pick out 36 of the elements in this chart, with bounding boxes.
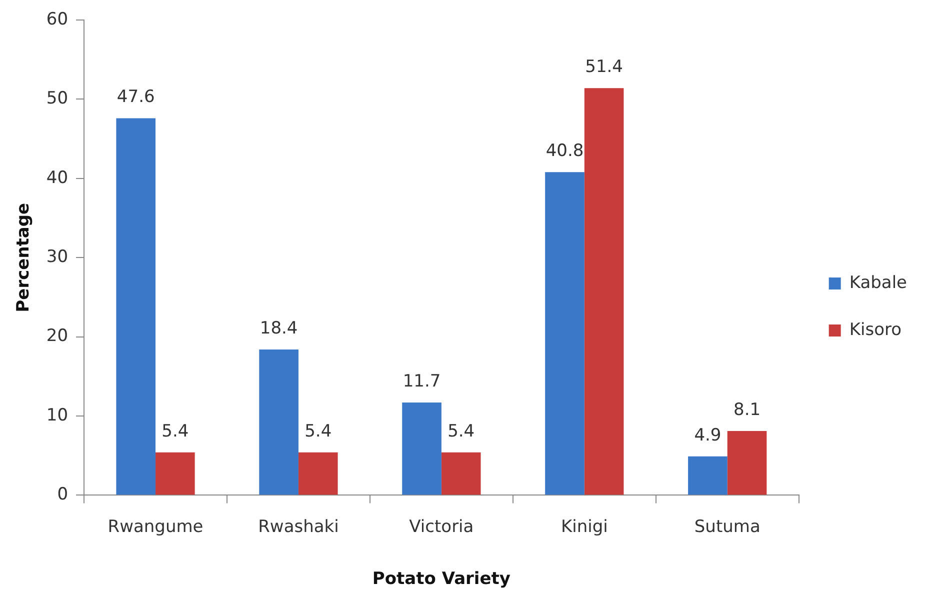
bar: [584, 88, 624, 495]
data-label: 5.4: [162, 421, 189, 442]
x-tick-label: Kinigi: [560, 516, 608, 537]
x-tick-label: Victoria: [409, 516, 474, 537]
bar: [688, 456, 728, 495]
y-tick-label: 0: [57, 484, 68, 505]
x-tick-label: Rwashaki: [258, 516, 339, 537]
x-tick-label: Rwangume: [108, 516, 204, 537]
y-tick-label: 60: [46, 9, 68, 30]
data-label: 8.1: [733, 400, 761, 420]
y-tick-label: 30: [46, 247, 68, 268]
y-tick-label: 20: [46, 326, 68, 346]
data-label: 51.4: [585, 57, 623, 78]
legend-label: Kisoro: [849, 320, 902, 340]
data-label: 18.4: [260, 318, 298, 338]
data-label: 11.7: [402, 371, 441, 392]
y-tick-label: 50: [46, 88, 68, 109]
x-axis-title: Potato Variety: [372, 569, 510, 590]
data-label: 47.6: [116, 87, 155, 108]
y-tick-label: 40: [46, 168, 68, 188]
bar: [402, 402, 442, 495]
data-label: 5.4: [304, 421, 332, 442]
legend-label: Kabale: [849, 272, 908, 293]
y-tick-label: 10: [46, 405, 68, 426]
y-axis-title: Percentage: [14, 202, 34, 312]
bar: [545, 172, 584, 495]
bar: [156, 452, 195, 495]
data-label: 40.8: [546, 140, 584, 161]
bar: [298, 452, 338, 495]
data-label: 4.9: [694, 425, 722, 446]
bar: [727, 431, 767, 495]
x-tick-label: Sutuma: [694, 516, 760, 537]
bar: [441, 452, 481, 495]
data-label: 5.4: [448, 421, 475, 442]
bar: [116, 118, 156, 495]
bar: [259, 349, 298, 495]
